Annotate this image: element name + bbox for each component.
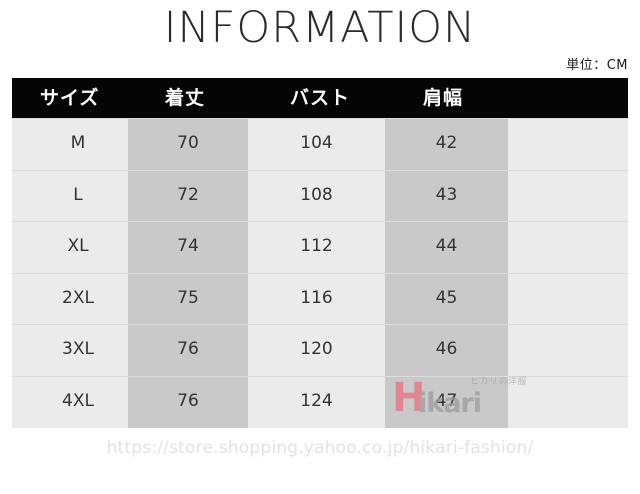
row-divider xyxy=(12,118,628,119)
table-row: L 72 108 43 xyxy=(12,169,628,222)
cell-shoulder: 45 xyxy=(435,287,458,308)
cell-shoulder: 46 xyxy=(435,339,458,360)
cell-bust: 116 xyxy=(300,287,333,308)
cell-bust: 104 xyxy=(300,133,333,153)
column-header-bust: バスト xyxy=(290,87,351,109)
cell-length: 72 xyxy=(177,184,199,205)
row-divider xyxy=(12,376,628,377)
table-row: 2XL 75 116 45 xyxy=(12,272,628,325)
cell-size: XL xyxy=(67,236,89,257)
page-title: INFORMATION xyxy=(163,3,477,53)
cell-length: 70 xyxy=(177,133,199,153)
cell-shoulder: 44 xyxy=(435,236,458,257)
table-body: M 70 104 42 L 72 108 43 XL 74 112 44 xyxy=(12,118,628,428)
cell-size: M xyxy=(70,133,86,153)
size-table: サイズ 着丈 バスト 肩幅 M 70 104 42 L 72 108 43 xyxy=(12,78,628,428)
row-divider xyxy=(12,169,628,171)
cell-bust: 124 xyxy=(300,391,333,411)
cell-shoulder: 47 xyxy=(435,391,458,411)
table-header-row: サイズ 着丈 バスト 肩幅 xyxy=(12,78,628,118)
cell-size: 2XL xyxy=(62,287,94,308)
table-row: XL 74 112 44 xyxy=(12,221,628,273)
cell-shoulder: 42 xyxy=(435,133,458,153)
table-row: M 70 104 42 xyxy=(12,118,628,170)
cell-size: 3XL xyxy=(62,339,94,360)
cell-length: 76 xyxy=(177,391,199,411)
cell-size: 4XL xyxy=(62,391,94,411)
table-row: 4XL 76 124 47 xyxy=(12,376,628,428)
column-header-length: 着丈 xyxy=(165,87,206,109)
cell-shoulder: 43 xyxy=(435,184,458,205)
cell-bust: 112 xyxy=(300,236,333,257)
table-row: 3XL 76 120 46 xyxy=(12,324,628,376)
cell-bust: 108 xyxy=(300,184,333,205)
cell-length: 76 xyxy=(177,339,199,360)
row-divider xyxy=(12,221,628,223)
cell-length: 74 xyxy=(177,236,199,257)
unit-note: 単位：CM xyxy=(566,58,628,73)
row-divider xyxy=(12,324,628,326)
cell-length: 75 xyxy=(177,287,199,308)
row-divider xyxy=(12,272,628,274)
store-url-watermark: https://store.shopping.yahoo.co.jp/hikar… xyxy=(106,438,534,458)
column-header-size: サイズ xyxy=(40,87,100,109)
cell-size: L xyxy=(73,184,83,205)
column-header-shoulder: 肩幅 xyxy=(423,87,464,109)
cell-bust: 120 xyxy=(300,339,333,360)
